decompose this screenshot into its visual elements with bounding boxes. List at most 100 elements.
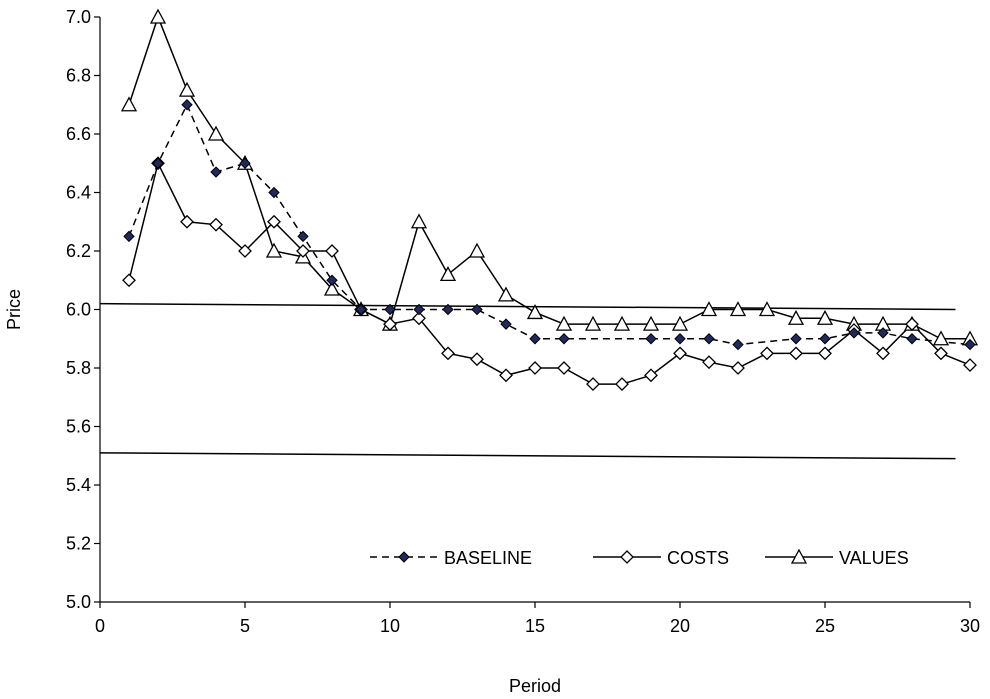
legend-marker-baseline [398,551,410,563]
values-point [120,96,138,112]
values-point [816,309,834,325]
values-point [932,330,950,346]
y-tick-label: 5.2 [66,534,91,554]
x-tick-label: 20 [670,616,690,636]
costs-point [412,311,426,326]
y-tick-label: 7.0 [66,7,91,27]
costs-point [673,346,687,361]
values-point [323,280,341,296]
costs-point [209,217,223,232]
baseline-point [500,318,512,330]
costs-point [122,273,136,288]
y-tick-label: 6.2 [66,241,91,261]
costs-point [934,346,948,361]
y-axis-title: Price [4,289,24,330]
costs-point [557,361,571,375]
costs-point [905,317,919,332]
costs-point [615,377,629,392]
baseline-point [413,303,425,316]
legend-label-baseline: BASELINE [444,548,532,568]
values-point [265,242,283,258]
costs-point [644,368,658,383]
values-point [178,81,196,97]
y-tick-label: 6.6 [66,124,91,144]
x-tick-label: 15 [525,616,545,636]
baseline-point [819,333,831,345]
reference-lines [99,302,956,460]
costs-point [470,352,484,367]
costs-point [818,346,832,361]
legend-label-costs: COSTS [667,548,729,568]
baseline-point [645,333,657,345]
baseline-point [297,230,309,243]
values-point [642,315,660,331]
costs-point [789,346,803,361]
x-tick-label: 10 [380,616,400,636]
baseline-point [906,333,918,345]
costs-point [441,346,455,361]
x-tick-label: 5 [240,616,250,636]
values-line [128,14,970,340]
values-point [468,242,486,258]
costs-point [383,317,397,332]
values-point [758,301,776,317]
values-point [729,301,747,317]
reference-line [99,302,956,311]
y-tick-label: 6.4 [66,183,91,203]
y-tick-label: 5.8 [66,358,91,378]
baseline-point [558,333,570,345]
baseline-point [239,157,251,169]
baseline-point [152,157,164,169]
baseline-point [123,230,135,243]
baseline-point [210,166,222,178]
baseline-point [877,327,889,339]
values-point [410,213,428,229]
values-point [207,125,225,141]
series-layer [120,8,979,392]
baseline-point [790,333,802,345]
legend-marker-costs [620,550,634,564]
baseline-point [703,333,715,345]
y-tick-label: 5.4 [66,475,91,495]
y-tick-label: 6.8 [66,66,91,86]
costs-point [876,346,890,361]
costs-point [267,214,281,229]
baseline-point [964,338,976,351]
x-tick-label: 0 [95,616,105,636]
baseline-point [181,99,193,111]
costs-line [128,161,971,385]
values-point [700,301,718,317]
legend-label-values: VALUES [839,548,909,568]
costs-point [325,244,339,258]
costs-point [586,377,600,392]
values-point [671,315,689,331]
y-axis-ticks: 5.0 5.2 5.4 5.6 5.8 6.0 6.2 6.4 6.6 6.8 7.0 [66,7,100,612]
x-tick-label: 30 [960,616,980,636]
x-axis-ticks: 0 5 10 15 20 25 30 [95,602,980,636]
baseline-point [355,303,367,316]
x-axis-title: Period [509,676,561,696]
baseline-point [471,303,483,316]
costs-point [731,361,745,375]
values-point [613,315,631,331]
y-tick-label: 6.0 [66,300,91,320]
baseline-point [384,303,396,316]
costs-point [760,346,774,361]
costs-point [528,361,542,375]
costs-point [963,358,977,372]
baseline-point [268,186,280,199]
costs-point [180,214,194,229]
costs-point [296,244,310,258]
values-point [497,286,515,302]
values-point [526,304,544,320]
baseline-point [529,333,541,345]
values-point [555,315,573,331]
baseline-point [674,333,686,345]
baseline-point [732,338,744,351]
values-point [787,309,805,325]
x-tick-label: 25 [815,616,835,636]
costs-point [702,355,716,370]
baseline-point [442,303,454,316]
y-tick-label: 5.6 [66,417,91,437]
